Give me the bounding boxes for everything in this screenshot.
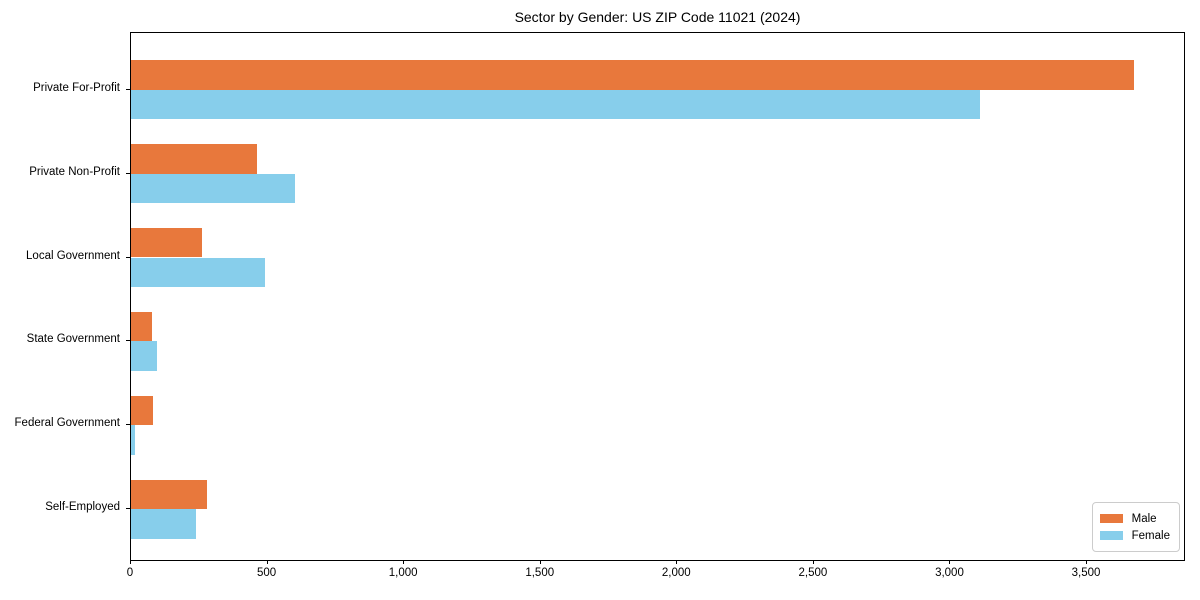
bar-male-0 xyxy=(131,60,1135,90)
x-tick-mark xyxy=(676,560,678,564)
legend-item-male: Male xyxy=(1099,511,1170,526)
x-tick-mark xyxy=(403,560,405,564)
y-tick-mark xyxy=(126,256,130,258)
legend-label: Female xyxy=(1131,529,1170,542)
y-tick-mark xyxy=(126,88,130,90)
legend-swatch-female xyxy=(1099,531,1123,540)
bar-female-4 xyxy=(131,425,136,455)
bar-female-3 xyxy=(131,341,157,371)
bar-male-2 xyxy=(131,228,203,258)
bar-male-3 xyxy=(131,312,153,342)
y-tick-mark xyxy=(126,508,130,510)
y-tick-mark xyxy=(126,172,130,174)
bar-female-5 xyxy=(131,509,196,539)
x-tick-label: 2,500 xyxy=(798,567,828,579)
legend: Male Female xyxy=(1091,502,1180,552)
x-tick-mark xyxy=(130,560,131,564)
y-tick-label: State Government xyxy=(26,333,120,346)
bar-male-4 xyxy=(131,395,153,426)
y-tick-mark xyxy=(126,340,130,342)
bar-female-0 xyxy=(131,89,980,120)
x-tick-label: 1,500 xyxy=(525,567,555,579)
bar-female-1 xyxy=(131,173,295,203)
bar-male-5 xyxy=(131,479,207,510)
x-tick-mark xyxy=(266,560,268,564)
x-tick-label: 500 xyxy=(256,567,277,579)
x-tick-label: 3,500 xyxy=(1071,567,1101,579)
legend-label: Male xyxy=(1131,512,1157,525)
y-tick-label: Private Non-Profit xyxy=(29,165,120,178)
x-tick-label: 1,000 xyxy=(388,567,418,579)
chart-title: Sector by Gender: US ZIP Code 11021 (202… xyxy=(514,9,801,25)
bar-male-1 xyxy=(131,144,257,174)
x-tick-mark xyxy=(1086,560,1088,564)
y-tick-label: Federal Government xyxy=(14,417,120,430)
x-tick-label: 3,000 xyxy=(935,567,964,579)
legend-item-female: Female xyxy=(1099,528,1170,543)
x-tick-label: 2,000 xyxy=(661,567,691,579)
y-tick-label: Private For-Profit xyxy=(33,81,120,94)
y-tick-label: Local Government xyxy=(26,249,120,262)
x-tick-mark xyxy=(539,560,541,564)
x-tick-mark xyxy=(949,560,951,564)
legend-swatch-male xyxy=(1099,514,1123,523)
plot-area: Male Female xyxy=(130,32,1185,561)
x-tick-mark xyxy=(812,560,814,564)
x-tick-label: 0 xyxy=(126,567,134,579)
y-tick-mark xyxy=(126,424,130,426)
y-tick-label: Self-Employed xyxy=(45,501,120,514)
bar-female-2 xyxy=(131,257,265,287)
